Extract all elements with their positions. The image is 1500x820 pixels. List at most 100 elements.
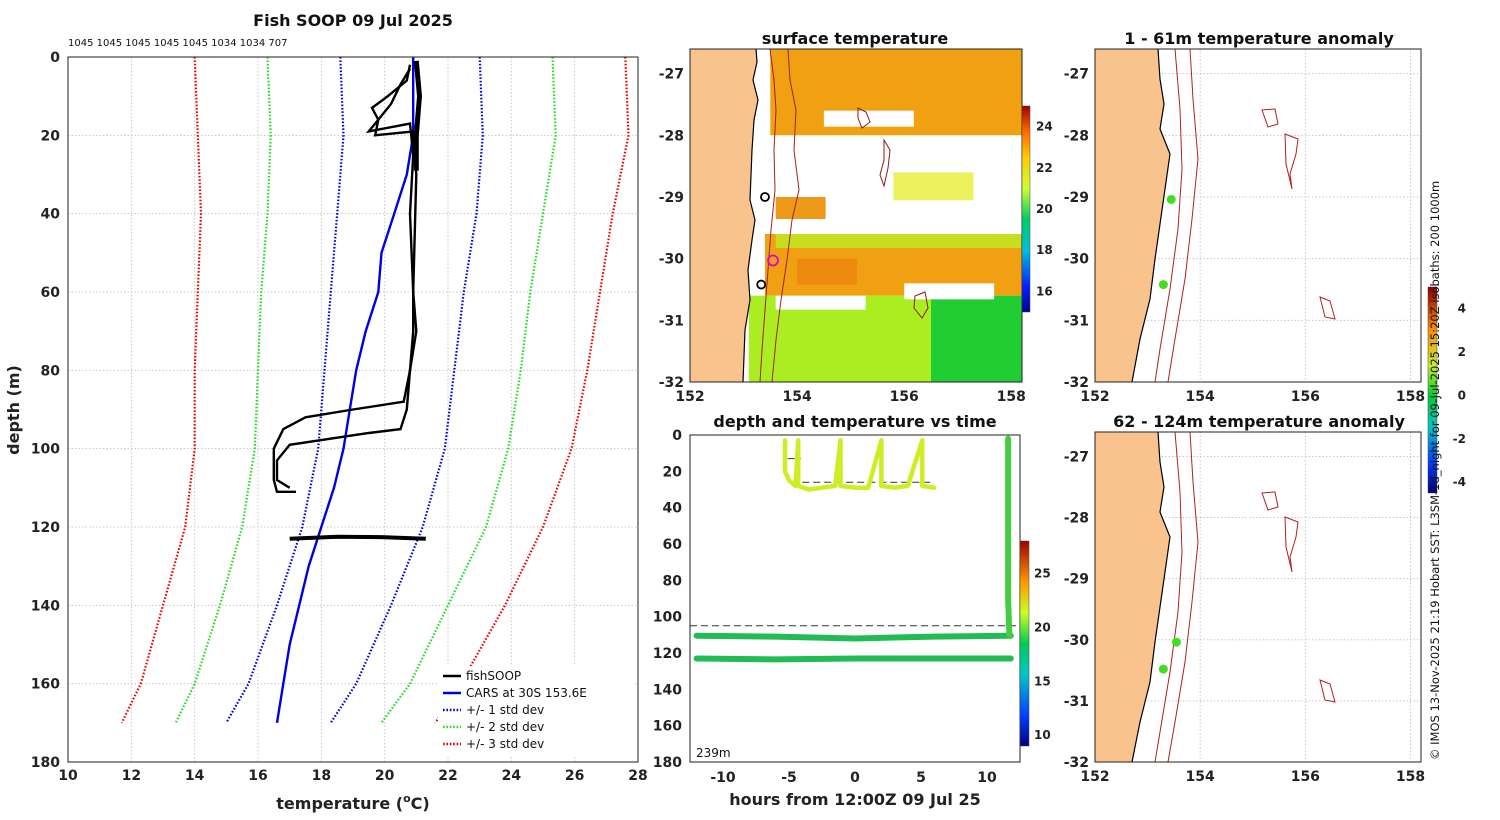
anomaly-isobath-1000 [1167,49,1199,382]
profile-xtick-label: 20 [375,768,395,784]
sst-colorbar-tick-label: 16 [1036,284,1053,298]
sst-cloud [904,283,995,300]
map-ytick-label: -32 [1064,375,1089,391]
profile-series-fish_b [275,68,418,489]
anomaly-lower-map [1095,432,1336,762]
sst-patch [775,197,826,219]
map-ytick-label: -32 [1064,755,1089,771]
ts-ytick-label: 160 [653,719,682,735]
profile-xtick-label: 18 [312,768,331,784]
anomaly-upper-stations [1158,194,1176,290]
anomaly-seamount [1261,108,1279,128]
anomaly-lower-stations [1158,637,1181,674]
anomaly-isobath-200 [1154,432,1183,762]
map-xtick-label: 156 [1291,769,1320,785]
profile-xtick-label: 14 [185,768,205,784]
profile-ytick-label: 40 [41,207,61,223]
sst-cloud [775,295,866,310]
anomaly-isobath-200 [1154,49,1183,382]
ts-xlabel: hours from 12:00Z 09 Jul 25 [729,790,980,809]
anomaly-upper-ticks: 152 154 156 158 -27 -28 -29 -30 -31 -32 [1064,67,1425,405]
anomaly-station-marker [1158,664,1168,674]
ts-ytick-label: 80 [663,573,683,589]
anomaly-colorbar-ticks: -4 -2 0 2 4 [1453,302,1466,489]
ts-ytick-label: 100 [653,610,682,626]
profile-series-std1_low [225,57,345,724]
profile-ytick-label: 100 [31,442,60,458]
ts-series-bottom [693,655,1014,663]
profile-xtick-label: 24 [502,768,522,784]
anomaly-colorbar-tick-label: 0 [1458,388,1466,402]
map-ytick-label: -28 [659,128,684,144]
profile-lines [120,57,630,724]
anomaly-station-marker [1166,194,1176,204]
sst-isobath-1000 [771,49,800,382]
map-ytick-label: -28 [1064,511,1089,527]
anomaly-colorbar-tick-label: 2 [1458,345,1466,359]
map-ytick-label: -28 [1064,128,1089,144]
anomaly-isobath-1000 [1167,432,1199,762]
sst-patch [775,234,1022,248]
legend-label: fishSOOP [466,669,521,683]
sst-station-marker [767,254,779,267]
sst-land [690,49,758,382]
profile-top-counts: 1045 1045 1045 1045 1045 1034 1034 707 [68,38,287,49]
profile-xtick-label: 16 [248,768,267,784]
anomaly-station-marker [1158,280,1168,290]
anomaly-upper-map [1095,49,1336,382]
ts-xtick-label: -10 [710,770,736,786]
ts-colorbar-tick-label: 15 [1034,674,1051,688]
sst-title: surface temperature [762,29,949,48]
ts-colorbar-tick-label: 20 [1034,620,1051,634]
sst-ticks: 152 154 156 158 -27 -28 -29 -30 -31 -32 [659,67,1026,405]
map-ytick-label: -27 [659,67,684,83]
sst-stations [756,192,779,290]
map-xtick-label: 154 [1186,769,1215,785]
profile-ytick-label: 60 [41,285,61,301]
ts-annotation: 239m [696,746,731,760]
map-ytick-label: -30 [1064,252,1090,268]
anomaly-seamount [1284,133,1299,190]
map-ytick-label: -27 [1064,67,1089,83]
legend-label: +/- 1 std dev [466,703,544,717]
ts-ytick-label: 40 [663,501,683,517]
profile-series-cars [275,57,415,723]
legend-label: CARS at 30S 153.6E [466,686,587,700]
anomaly-colorbar-tick-label: 4 [1458,302,1466,316]
anomaly-lower-ticks: 152 154 156 158 -27 -28 -29 -30 -31 -32 [1064,449,1425,785]
anomaly-seamount [1261,491,1279,511]
profile-xlabel: temperature (oC) [276,792,429,813]
map-xtick-label: 152 [675,389,704,405]
profile-frame [67,56,639,763]
anomaly-seamount [1284,516,1299,573]
sst-map-panel: surface temperature 152 154 156 158 -27 -28 -2… [659,29,1053,405]
sst-seamount-1 [857,107,871,129]
map-xtick-label: 154 [782,389,811,405]
profile-panel: Fish SOOP 09 Jul 2025 1045 1045 1045 104… [4,11,648,813]
ts-ytick-label: 20 [663,464,683,480]
map-xtick-label: 152 [1080,769,1109,785]
profile-ytick-label: 120 [31,520,60,536]
profile-xtick-label: 28 [628,768,647,784]
anomaly-station-marker [1172,637,1181,647]
sst-colorbar [1021,105,1031,313]
ts-xtick-label: 10 [977,770,997,786]
ts-ytick-label: 60 [663,537,683,553]
profile-series-std2_low [174,57,272,724]
ts-plot [690,435,1020,663]
profile-ytick-label: 20 [41,128,61,144]
profile-ytick-label: 160 [31,677,60,693]
profile-series-fish_a [272,64,415,493]
profile-series-std3_low [120,57,203,724]
profile-ytick-label: 80 [41,363,61,379]
sst-station-marker [760,192,770,202]
anomaly-land [1095,432,1170,762]
profile-title: Fish SOOP 09 Jul 2025 [253,11,453,30]
sst-cells [711,49,1022,382]
sst-region [930,295,1022,382]
map-ytick-label: -31 [1064,313,1089,329]
time-series-panel: depth and temperature vs time -10 -5 0 5 100… [653,412,1051,809]
anomaly-upper-panel: 1 - 61m temperature anomaly 152 154 156 158… [1064,29,1466,494]
sst-coastline [742,49,759,382]
